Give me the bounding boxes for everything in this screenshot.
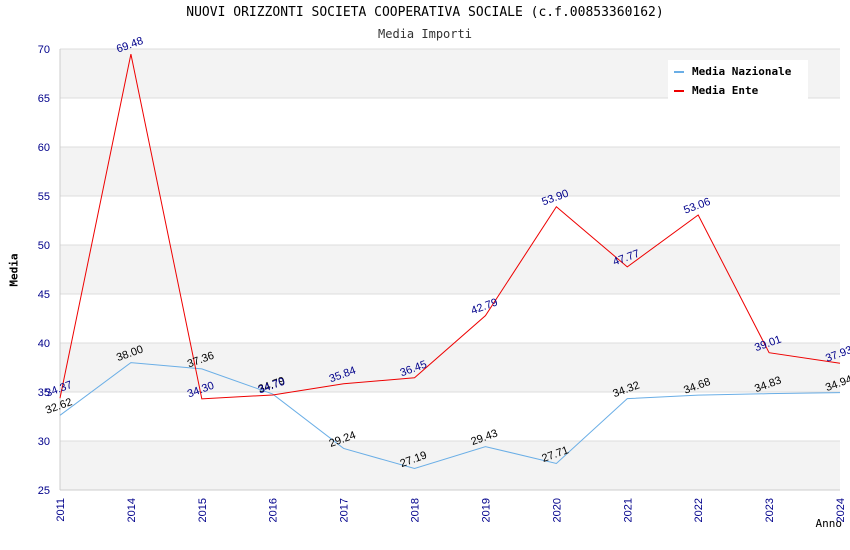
series-line-media-ente	[59, 53, 841, 400]
x-tick-label: 2021	[622, 498, 634, 522]
x-tick-label: 2022	[693, 498, 705, 522]
x-tick-label: 2019	[480, 498, 492, 522]
x-tick-label: 2017	[339, 498, 351, 522]
x-tick-label: 2018	[410, 498, 422, 522]
legend-label-media-nazionale: Media Nazionale	[692, 65, 792, 78]
y-tick-label: 65	[38, 93, 50, 105]
y-tick-label: 30	[38, 436, 50, 448]
y-tick-label: 25	[38, 485, 50, 497]
grid-band	[60, 147, 840, 196]
y-tick-label: 40	[38, 338, 50, 350]
y-tick-label: 50	[38, 240, 50, 252]
x-tick-label: 2014	[126, 498, 138, 522]
grid-band	[60, 392, 840, 441]
legend-item-media-ente: Media Ente	[674, 84, 758, 97]
x-tick-label: 2011	[55, 498, 67, 522]
x-tick-label: 2023	[764, 498, 776, 522]
y-tick-label: 55	[38, 191, 50, 203]
legend: Media Nazionale Media Ente	[668, 60, 808, 100]
y-tick-label: 60	[38, 142, 50, 154]
grid-band	[60, 294, 840, 343]
x-tick-label: 2024	[835, 498, 847, 522]
y-tick-label: 70	[38, 44, 50, 56]
chart-title: NUOVI ORIZZONTI SOCIETA COOPERATIVA SOCI…	[186, 5, 664, 20]
x-tick-label: 2020	[551, 498, 563, 522]
legend-item-media-nazionale: Media Nazionale	[674, 65, 791, 78]
grid-band	[60, 343, 840, 392]
legend-swatch-media-ente	[674, 89, 684, 92]
grid-band	[60, 98, 840, 147]
x-axis-label: Anno	[815, 517, 843, 530]
y-tick-label: 35	[38, 387, 50, 399]
legend-swatch-media-nazionale	[674, 70, 684, 73]
grid-band	[60, 441, 840, 490]
y-tick-label: 45	[38, 289, 50, 301]
grid-band	[60, 196, 840, 245]
series-line-media-nazionale	[59, 362, 841, 470]
legend-label-media-ente: Media Ente	[692, 84, 759, 97]
grid-band	[60, 245, 840, 294]
x-tick-label: 2016	[268, 498, 280, 522]
chart-subtitle: Media Importi	[378, 27, 472, 41]
x-tick-label: 2015	[197, 498, 209, 522]
